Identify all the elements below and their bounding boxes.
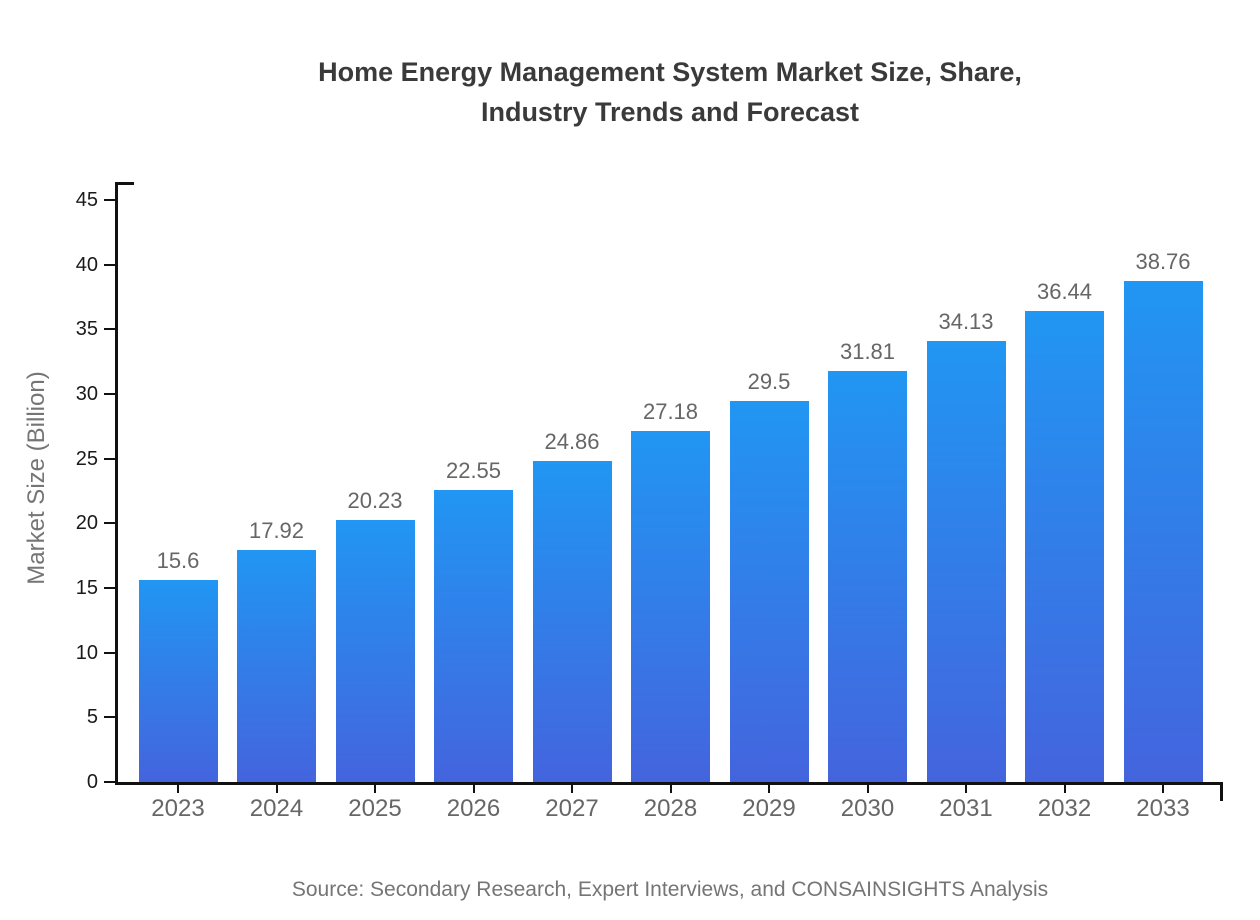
y-tick-label: 35	[75, 318, 98, 340]
y-tick	[104, 716, 115, 718]
x-tick	[965, 782, 967, 793]
x-axis-end-cap	[1220, 782, 1223, 801]
y-tick	[104, 522, 115, 524]
y-tick	[104, 393, 115, 395]
bar-2023	[138, 580, 218, 782]
bar-value-label: 34.13	[938, 308, 994, 334]
x-tick-label: 2024	[249, 795, 304, 822]
y-tick-label: 0	[86, 771, 98, 793]
y-tick-label: 25	[75, 448, 98, 470]
y-tick	[104, 458, 115, 460]
y-axis-line	[115, 182, 118, 785]
bar-2032	[1025, 310, 1104, 782]
bar-2026	[434, 490, 513, 782]
bar-2027	[532, 460, 612, 782]
x-tick-label: 2031	[939, 795, 993, 822]
y-tick	[104, 199, 115, 201]
bar-2030	[828, 370, 907, 782]
y-tick	[104, 587, 115, 589]
y-tick-label: 10	[75, 642, 98, 664]
source-note: Source: Secondary Research, Expert Inter…	[291, 878, 1049, 901]
x-tick-label: 2029	[742, 795, 796, 822]
y-tick-label: 45	[75, 189, 98, 211]
bar-2028	[631, 430, 710, 782]
bar-value-label: 17.92	[248, 518, 305, 544]
y-tick	[104, 652, 115, 654]
x-tick	[669, 782, 672, 793]
x-tick-label: 2033	[1136, 795, 1190, 822]
x-tick-label: 2028	[643, 795, 698, 822]
x-tick-label: 2030	[840, 795, 895, 822]
bar-2031	[926, 340, 1006, 782]
bar-value-label: 22.55	[445, 458, 502, 484]
x-tick-label: 2025	[348, 795, 402, 822]
x-tick	[1162, 782, 1164, 793]
x-tick-label: 2023	[151, 795, 205, 822]
bar-value-label: 36.44	[1036, 278, 1093, 304]
x-tick	[866, 782, 869, 793]
bar-2024	[237, 550, 316, 782]
bar-2025	[335, 520, 415, 782]
y-tick-label: 15	[75, 577, 98, 599]
bar-2029	[729, 400, 809, 782]
x-tick	[768, 782, 770, 793]
y-tick-label: 40	[75, 254, 98, 276]
x-tick	[177, 782, 179, 793]
y-tick-label: 30	[75, 383, 98, 405]
bar-value-label: 31.81	[839, 338, 896, 364]
x-tick	[374, 782, 376, 793]
y-axis-top-cap	[115, 182, 134, 185]
bar-value-label: 38.76	[1135, 248, 1191, 274]
x-tick-label: 2026	[446, 795, 501, 822]
bar-2033	[1123, 280, 1203, 782]
bar-value-label: 15.6	[156, 548, 200, 574]
bar-value-label: 29.5	[747, 368, 791, 394]
y-tick	[104, 328, 115, 330]
y-tick-label: 5	[86, 706, 98, 728]
bar-value-label: 20.23	[347, 488, 403, 514]
y-tick	[104, 781, 115, 783]
bar-value-label: 27.18	[642, 398, 699, 424]
x-tick	[472, 782, 475, 793]
bar-value-label: 24.86	[544, 428, 600, 454]
y-tick-label: 20	[75, 512, 98, 534]
chart-title-line-2: Industry Trends and Forecast	[480, 97, 860, 127]
x-tick	[571, 782, 573, 793]
chart-title-line-1: Home Energy Management System Market Siz…	[318, 57, 1022, 87]
x-tick-label: 2027	[545, 795, 599, 822]
x-tick	[1063, 782, 1066, 793]
x-axis-line	[115, 782, 1223, 785]
x-tick-label: 2032	[1037, 795, 1092, 822]
y-tick	[104, 264, 115, 266]
x-tick	[275, 782, 278, 793]
chart-title: Home Energy Management System Market Siz…	[140, 52, 1200, 132]
